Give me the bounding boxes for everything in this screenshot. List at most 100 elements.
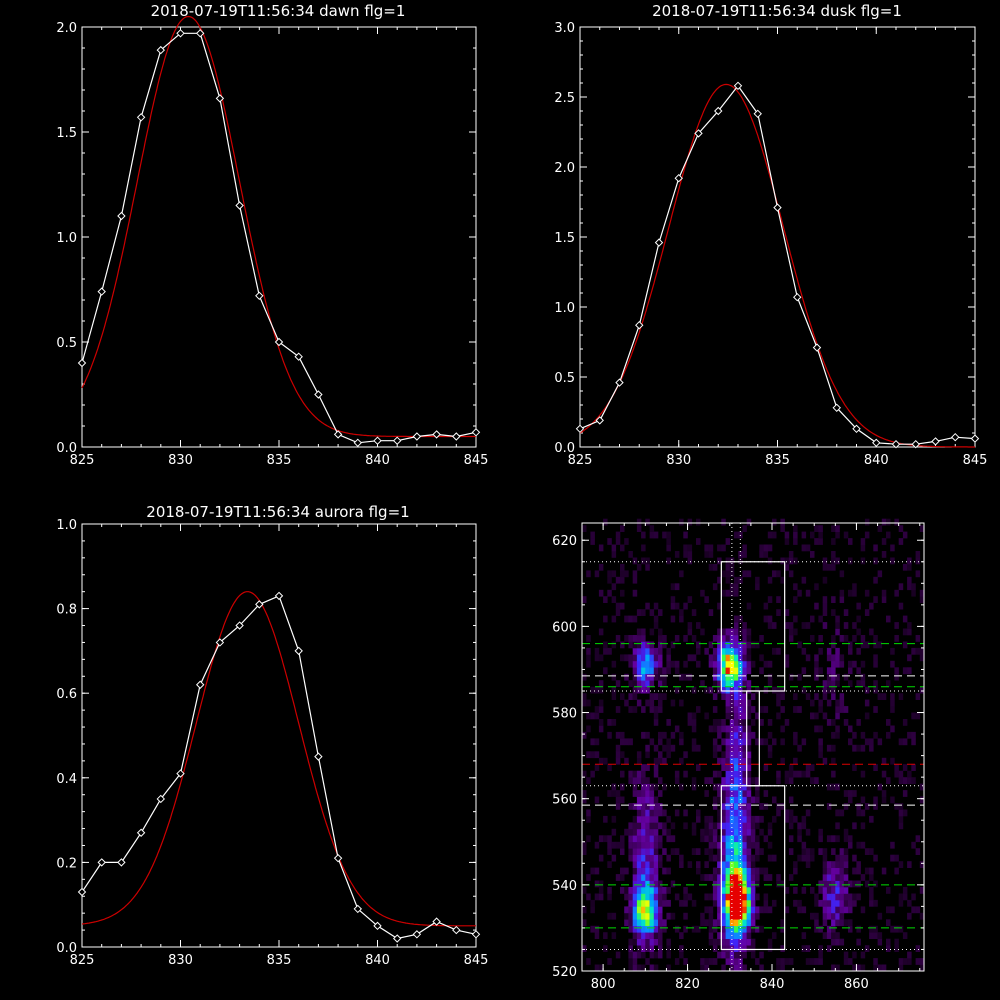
- heatmap-cell: [869, 815, 874, 823]
- heatmap-cell: [725, 912, 731, 920]
- heatmap-cell: [881, 757, 887, 765]
- heatmap-cell: [763, 899, 769, 907]
- heatmap-cell: [746, 893, 752, 901]
- heatmap-cell: [776, 964, 781, 972]
- heatmap-cell: [615, 874, 621, 881]
- heatmap-cell: [734, 641, 739, 649]
- heatmap-cell: [746, 925, 752, 933]
- heatmap-cell: [776, 699, 781, 707]
- heatmap-cell: [746, 744, 752, 752]
- heatmap-cell: [831, 861, 836, 868]
- heatmap-cell: [590, 906, 595, 914]
- heatmap-cell: [704, 835, 709, 843]
- panel-dawn: 2018-07-19T11:56:34 dawn flg=1 825 830 835…: [56, 2, 488, 468]
- heatmap-cell: [835, 628, 840, 636]
- heatmap-cell: [919, 887, 925, 894]
- heatmap-cell: [628, 887, 633, 894]
- heatmap-cell: [649, 628, 655, 636]
- heatmap-cell: [615, 680, 621, 687]
- heatmap-cell: [620, 641, 625, 649]
- heatmap-cell: [788, 809, 794, 817]
- heatmap-cell: [670, 731, 676, 739]
- heatmap-cell: [848, 660, 853, 668]
- heatmap-cell: [653, 835, 659, 843]
- data-point-marker: [136, 113, 146, 122]
- heatmap-cell: [780, 757, 785, 765]
- heatmap-cell: [721, 854, 726, 862]
- heatmap-cell: [742, 848, 747, 855]
- heatmap-cell: [826, 680, 832, 687]
- heatmap-cell: [873, 680, 878, 687]
- heatmap-cell: [801, 906, 807, 914]
- heatmap-cell: [852, 893, 857, 901]
- heatmap-cell: [704, 544, 709, 552]
- heatmap-cell: [801, 531, 807, 539]
- heatmap-cell: [848, 538, 853, 545]
- heatmap-cell: [666, 531, 671, 539]
- heatmap-cell: [746, 738, 752, 746]
- heatmap-cell: [582, 699, 587, 707]
- heatmap-cell: [763, 544, 769, 552]
- heatmap-cell: [712, 706, 718, 713]
- heatmap-cell: [607, 647, 612, 655]
- heatmap-cell: [755, 867, 760, 875]
- heatmap-cell: [683, 602, 688, 610]
- heatmap-cell: [742, 680, 747, 687]
- heatmap-cell: [636, 887, 642, 894]
- heatmap-cell: [843, 906, 849, 914]
- y-tick-label: 1.5: [56, 126, 77, 141]
- data-point-marker: [832, 403, 841, 413]
- dawn-title: 2018-07-19T11:56:34 dawn flg=1: [151, 2, 406, 20]
- heatmap-cell: [653, 660, 659, 668]
- heatmap-cell: [894, 518, 899, 526]
- heatmap-cell: [662, 848, 667, 855]
- heatmap-cell: [894, 673, 899, 681]
- heatmap-cell: [818, 744, 823, 752]
- heatmap-cell: [767, 906, 773, 914]
- heatmap-cell: [708, 822, 714, 830]
- heatmap-cell: [590, 899, 595, 907]
- heatmap-cell: [691, 777, 697, 784]
- heatmap-cell: [679, 861, 684, 868]
- heatmap-cell: [772, 570, 777, 578]
- heatmap-cell: [653, 744, 659, 752]
- heatmap-cell: [797, 828, 802, 836]
- heatmap-cell: [873, 803, 878, 810]
- heatmap-cell: [810, 848, 815, 855]
- heatmap-cell: [691, 744, 697, 752]
- heatmap-cell: [839, 867, 845, 875]
- heatmap-cell: [759, 635, 764, 642]
- heatmap-cell: [607, 731, 612, 739]
- heatmap-cell: [729, 654, 735, 662]
- heatmap-cell: [784, 777, 790, 784]
- heatmap-cell: [611, 686, 617, 694]
- heatmap-cell: [839, 596, 845, 603]
- heatmap-cell: [628, 841, 633, 849]
- heatmap-cell: [729, 635, 735, 642]
- heatmap-cell: [839, 899, 845, 907]
- heatmap-cell: [902, 932, 908, 939]
- heatmap-cell: [636, 906, 642, 914]
- heatmap-cell: [717, 874, 722, 881]
- heatmap-cell: [725, 796, 731, 804]
- heatmap-cell: [708, 725, 714, 733]
- heatmap-cell: [818, 525, 823, 532]
- heatmap-cell: [611, 660, 617, 668]
- heatmap-cell: [734, 744, 739, 752]
- heatmap-cell: [738, 725, 743, 733]
- heatmap-cell: [738, 809, 743, 817]
- heatmap-cell: [611, 551, 617, 558]
- heatmap-cell: [848, 958, 853, 965]
- heatmap-cell: [898, 815, 904, 823]
- heatmap-cell: [658, 667, 663, 675]
- heatmap-cell: [607, 589, 612, 597]
- heatmap-cell: [666, 751, 671, 759]
- heatmap-cell: [873, 557, 878, 565]
- heatmap-cell: [742, 693, 747, 700]
- heatmap-cell: [919, 589, 925, 597]
- heatmap-cell: [797, 822, 802, 830]
- heatmap-cell: [717, 686, 722, 694]
- heatmap-cell: [658, 938, 663, 946]
- heatmap-cell: [835, 731, 840, 739]
- heatmap-cell: [712, 887, 718, 894]
